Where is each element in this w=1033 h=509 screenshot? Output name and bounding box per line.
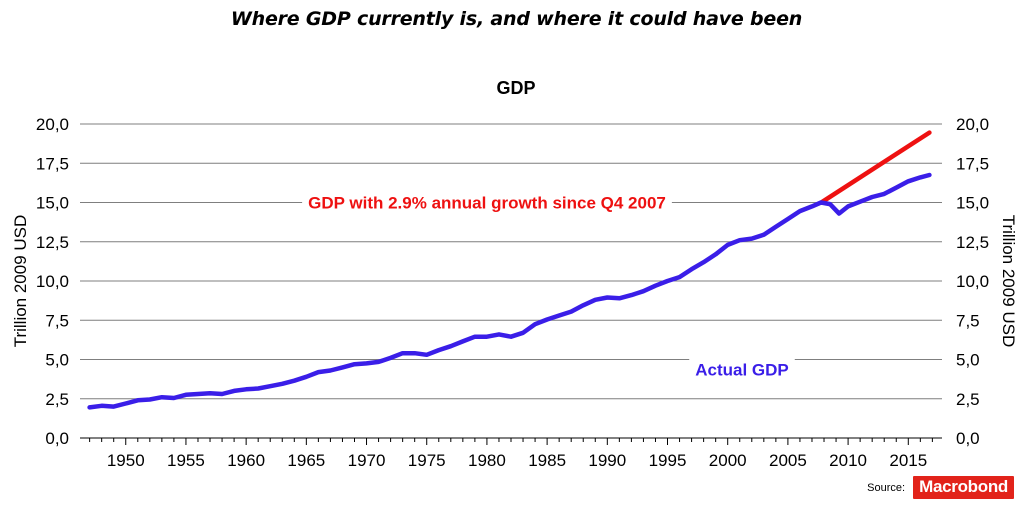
y-tick-label: 17,5 [36, 154, 69, 173]
x-tick-label: 1990 [588, 451, 626, 470]
series-labels: GDP with 2.9% annual growth since Q4 200… [302, 191, 795, 382]
trend-label-background [302, 191, 672, 215]
x-axis: 1950 1955 1960 1965 1970 1975 1980 1985 1990 1995… [80, 437, 942, 470]
y-tick-label: 20,0 [956, 115, 989, 134]
trend-gdp-line [818, 130, 932, 205]
y-tick-label: 12,5 [956, 233, 989, 252]
y-tick-label: 17,5 [956, 154, 989, 173]
y-tick-label: 5,0 [45, 351, 69, 370]
y-tick-label: 15,0 [956, 194, 989, 213]
series-lines [87, 130, 932, 410]
y-axis-left-ticks: 0,0 2,5 5,0 7,5 10,0 12,5 15,0 17,5 20,0 [36, 115, 69, 448]
x-tick-label: 1975 [408, 451, 446, 470]
y-tick-label: 7,5 [45, 311, 69, 330]
y-tick-label: 7,5 [956, 311, 980, 330]
y-tick-label: 10,0 [956, 272, 989, 291]
x-tick-label: 1985 [528, 451, 566, 470]
y-tick-label: 10,0 [36, 272, 69, 291]
y-tick-label: 12,5 [36, 233, 69, 252]
y-tick-label: 2,5 [956, 390, 980, 409]
y-tick-label: 0,0 [956, 429, 980, 448]
x-tick-label: 1960 [227, 451, 265, 470]
chart-title: GDP [496, 78, 535, 98]
gridlines [80, 123, 942, 439]
x-tick-label: 2000 [709, 451, 747, 470]
y-tick-label: 20,0 [36, 115, 69, 134]
trend-series-label: GDP with 2.9% annual growth since Q4 200… [308, 194, 666, 213]
x-tick-label: 2015 [889, 451, 927, 470]
source-attribution: Source: Macrobond [867, 476, 1014, 499]
x-tick-label: 1980 [468, 451, 506, 470]
y-axis-right-label: Trillion 2009 USD [999, 215, 1018, 348]
chart-headline: Where GDP currently is, and where it cou… [230, 8, 803, 30]
x-tick-label: 1950 [107, 451, 145, 470]
x-tick-label: 1970 [348, 451, 386, 470]
macrobond-logo: Macrobond [913, 476, 1014, 499]
actual-gdp-line [87, 172, 932, 410]
y-axis-left-label: Trillion 2009 USD [11, 215, 30, 348]
x-tick-label: 1965 [287, 451, 325, 470]
y-tick-label: 15,0 [36, 194, 69, 213]
y-tick-label: 0,0 [45, 429, 69, 448]
y-axis-right-ticks: 0,0 2,5 5,0 7,5 10,0 12,5 15,0 17,5 20,0 [956, 115, 989, 448]
x-tick-label: 2010 [829, 451, 867, 470]
x-tick-label: 1995 [649, 451, 687, 470]
actual-series-label: Actual GDP [695, 361, 789, 380]
y-tick-label: 2,5 [45, 390, 69, 409]
source-label: Source: [867, 481, 906, 494]
x-tick-label: 1955 [167, 451, 205, 470]
y-tick-label: 5,0 [956, 351, 980, 370]
x-tick-label: 2005 [769, 451, 807, 470]
actual-label-background [689, 358, 795, 382]
